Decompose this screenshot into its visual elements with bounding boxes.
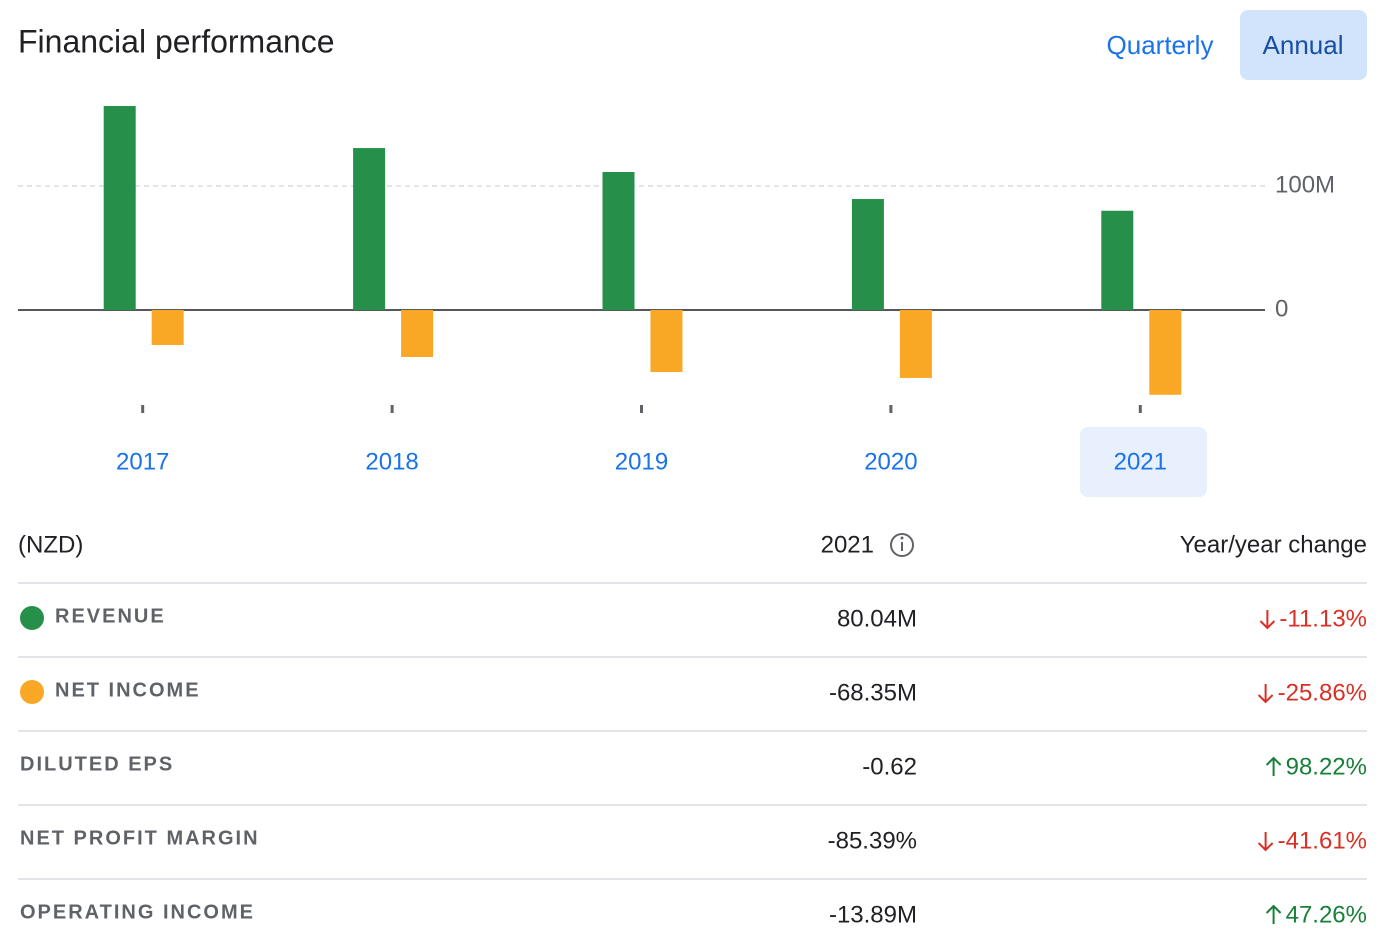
bar (401, 310, 434, 357)
table-header: 2021 (821, 531, 874, 558)
annual-tab-bg[interactable] (1240, 10, 1367, 80)
row-value: -0.62 (862, 753, 917, 780)
bar (151, 310, 184, 345)
table-header: Year/year change (1180, 531, 1367, 558)
y-tick-label: 100M (1275, 171, 1335, 198)
info-icon-dot (900, 536, 904, 540)
x-tick-label[interactable]: 2020 (864, 448, 917, 475)
row-change: 47.26% (1286, 901, 1367, 928)
row-label: DILUTED EPS (20, 753, 174, 775)
row-value: 80.04M (837, 605, 917, 632)
row-value: -68.35M (829, 679, 917, 706)
legend-dot (20, 680, 44, 704)
bar (851, 199, 884, 310)
x-tick-label[interactable]: 2021 (1114, 448, 1167, 475)
bar (602, 171, 635, 310)
down-arrow (1257, 832, 1274, 852)
table-header: (NZD) (18, 531, 83, 558)
x-tick-label[interactable]: 2017 (116, 448, 169, 475)
down-arrow (1257, 684, 1274, 704)
quarterly-tab[interactable]: Quarterly (1107, 30, 1214, 60)
row-change: 98.22% (1286, 753, 1367, 780)
row-label: NET INCOME (55, 679, 201, 701)
up-arrow (1265, 756, 1282, 776)
x-tick-label[interactable]: 2019 (615, 448, 668, 475)
bar (1149, 310, 1182, 395)
row-value: -13.89M (829, 901, 917, 928)
annual-tab[interactable]: Annual (1263, 30, 1344, 60)
row-label: OPERATING INCOME (20, 901, 255, 923)
row-label: REVENUE (55, 605, 166, 627)
row-change: -41.61% (1278, 827, 1367, 854)
panel-title: Financial performance (18, 23, 335, 59)
bar (650, 310, 683, 372)
y-tick-label: 0 (1275, 295, 1288, 322)
bar (1101, 210, 1134, 310)
bar (899, 310, 932, 378)
bar (103, 106, 136, 311)
row-change: -25.86% (1278, 679, 1367, 706)
up-arrow (1265, 904, 1282, 924)
row-change: -11.13% (1279, 605, 1367, 632)
row-label: NET PROFIT MARGIN (20, 827, 260, 849)
down-arrow (1259, 610, 1276, 630)
selected-year-bg[interactable] (1080, 427, 1207, 497)
info-icon[interactable] (890, 533, 914, 557)
legend-dot (20, 606, 44, 630)
bar (353, 148, 386, 310)
x-tick-label[interactable]: 2018 (365, 448, 418, 475)
row-value: -85.39% (828, 827, 917, 854)
